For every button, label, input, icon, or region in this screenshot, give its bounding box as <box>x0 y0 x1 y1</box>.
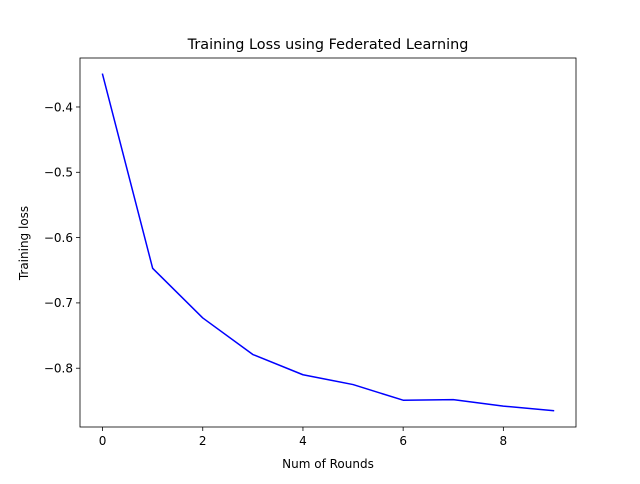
y-axis-label: Training loss <box>17 206 31 281</box>
y-tick-label: −0.6 <box>44 231 73 245</box>
x-tick-label: 8 <box>500 434 508 448</box>
x-axis-label: Num of Rounds <box>282 457 374 471</box>
x-tick-label: 0 <box>99 434 107 448</box>
chart-title: Training Loss using Federated Learning <box>187 37 469 53</box>
x-tick-label: 4 <box>299 434 307 448</box>
x-tick-label: 2 <box>199 434 207 448</box>
y-tick-label: −0.8 <box>44 362 73 376</box>
x-tick-label: 6 <box>399 434 407 448</box>
y-tick-label: −0.7 <box>44 296 73 310</box>
y-tick-label: −0.4 <box>44 100 73 114</box>
y-tick-label: −0.5 <box>44 166 73 180</box>
